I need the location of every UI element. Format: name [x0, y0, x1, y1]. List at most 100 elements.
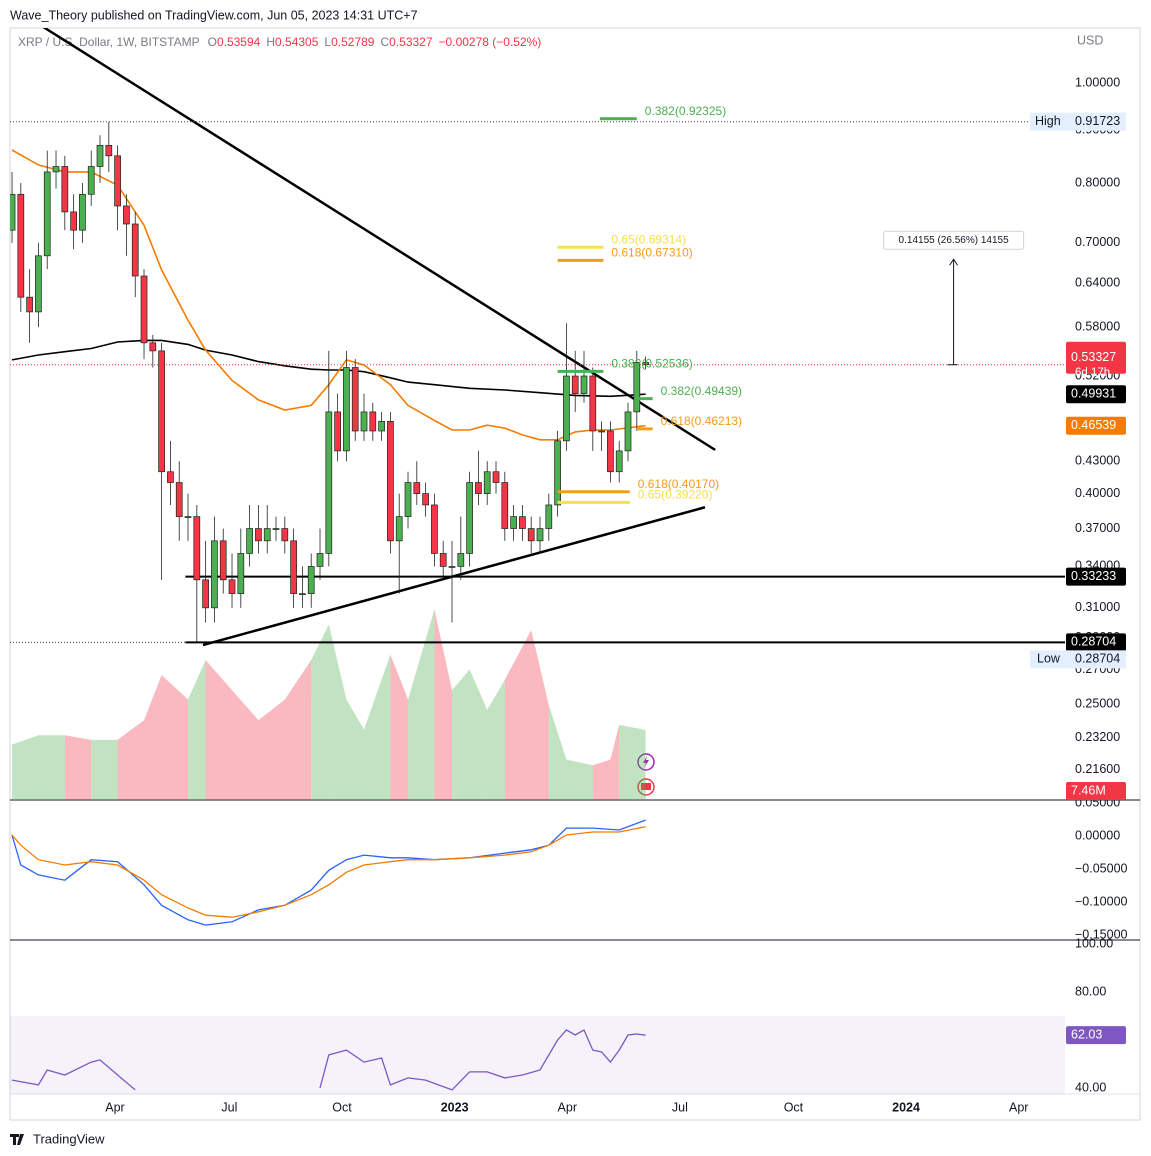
y-tick-label: −0.15000: [1075, 927, 1128, 941]
candle-body: [510, 516, 517, 529]
volume-area: [364, 654, 391, 800]
candle-body: [263, 528, 271, 542]
x-tick-label: Jul: [221, 1100, 237, 1114]
candle-body: [527, 528, 535, 542]
y-tick-label: 0.43000: [1075, 453, 1120, 467]
candle-body: [607, 430, 614, 473]
candle-body: [492, 471, 500, 483]
candle-body: [105, 145, 113, 157]
x-tick-label: Oct: [332, 1100, 352, 1114]
candle-body: [536, 528, 544, 542]
volume-area: [531, 630, 549, 800]
y-tick-label: 0.64000: [1075, 275, 1120, 289]
volume-area: [452, 669, 470, 800]
candle-body: [70, 211, 77, 231]
candle-body: [475, 482, 482, 494]
candle-body: [35, 255, 42, 313]
y-tick-label: 0.80000: [1075, 175, 1120, 189]
ma-badge-bg: [1066, 416, 1126, 435]
trendline: [42, 28, 716, 451]
level-badge: 0.28704: [1066, 633, 1126, 652]
frame: [9, 27, 1141, 1121]
y-tick-label: 0.23200: [1075, 730, 1120, 744]
candle-body: [483, 471, 491, 494]
h-value: 0.54305: [275, 35, 319, 49]
layer: [10, 28, 1065, 647]
candle-body: [211, 540, 218, 609]
fib-label: 0.65(0.69314): [611, 232, 686, 246]
symbol: XRP / U.S. Dollar, 1W, BITSTAMP: [18, 35, 200, 49]
o-label: O: [208, 35, 217, 49]
candle-body: [158, 350, 165, 473]
legend: XRP / U.S. Dollar, 1W, BITSTAMP O0.53594 H…: [18, 35, 541, 49]
volume-area: [38, 735, 65, 800]
volume-area: [258, 699, 285, 800]
candle-body: [52, 166, 60, 173]
high-badge-bg: [1030, 112, 1126, 131]
candle-body: [123, 205, 130, 225]
candle-body: [307, 566, 315, 594]
brand: TradingView: [33, 1131, 105, 1146]
level-badge: 0.33233: [1066, 567, 1126, 586]
candle-body: [404, 482, 412, 517]
candle-body: [360, 411, 368, 432]
volume-area: [390, 654, 409, 800]
level-badge-bg: [1066, 633, 1126, 652]
low-badge-bg: [1030, 650, 1126, 669]
y-tick-label: 0.31000: [1075, 600, 1120, 614]
o-value: 0.53594: [217, 35, 261, 49]
icon: [641, 783, 651, 790]
y-tick-label: 0.21600: [1075, 762, 1120, 776]
y-tick-label: 0.70000: [1075, 235, 1120, 249]
x-tick-label: Jul: [672, 1100, 688, 1114]
low-label: Low: [1037, 652, 1061, 666]
price-badge: 0.53327 6d 17h: [1066, 341, 1126, 379]
candle-body: [448, 566, 456, 568]
fib-label: 0.382(0.92325): [645, 104, 726, 118]
candle-body: [413, 482, 421, 494]
high-label: High: [1035, 114, 1061, 128]
candle-body: [545, 504, 553, 529]
candle-body: [571, 375, 579, 394]
candle-body: [598, 430, 605, 433]
candle-body: [431, 504, 438, 554]
countdown: 6d 17h: [1075, 367, 1110, 379]
x-tick-label: Oct: [784, 1100, 804, 1114]
y-tick-label: 0.25000: [1075, 697, 1120, 711]
candle-body: [87, 166, 95, 195]
candle-body: [193, 516, 201, 581]
volume-badge: 7.46M: [1066, 782, 1126, 800]
level-badge-bg: [1066, 567, 1126, 586]
measure-label: 0.14155 (26.56%) 14155: [899, 235, 1010, 246]
l-label: L: [324, 35, 331, 49]
footer: TradingView: [10, 1131, 105, 1146]
price-badge-text: 0.53327: [1071, 350, 1116, 364]
line: [11, 1029, 646, 1091]
layer: [10, 1016, 1065, 1094]
indicator-icons: [637, 753, 655, 796]
icon: [643, 756, 649, 768]
volume-area: [311, 624, 329, 800]
y-tick-label: 80.00: [1075, 984, 1106, 998]
x-tick-label: 2024: [892, 1100, 920, 1114]
volume-area: [434, 609, 453, 800]
measure-head: [949, 258, 959, 266]
volume-area: [117, 720, 145, 800]
y-tick-label: 0.58000: [1075, 319, 1120, 333]
candle-body: [369, 411, 377, 432]
candle-body: [17, 193, 25, 298]
volume-badge-bg: [1066, 782, 1126, 800]
candle-body: [589, 375, 597, 432]
x-tick-label: Apr: [1009, 1100, 1028, 1114]
candle-body: [299, 593, 306, 595]
y-tick-label: 0.40000: [1075, 486, 1120, 500]
candle-body: [422, 493, 429, 506]
volume-area: [504, 630, 532, 800]
candle-body: [10, 193, 16, 231]
candle-body: [175, 482, 183, 517]
low-value: 0.28704: [1075, 652, 1120, 666]
y-tick-label: 0.00000: [1075, 828, 1120, 842]
candle-body: [554, 440, 561, 506]
volume-area: [487, 679, 505, 800]
